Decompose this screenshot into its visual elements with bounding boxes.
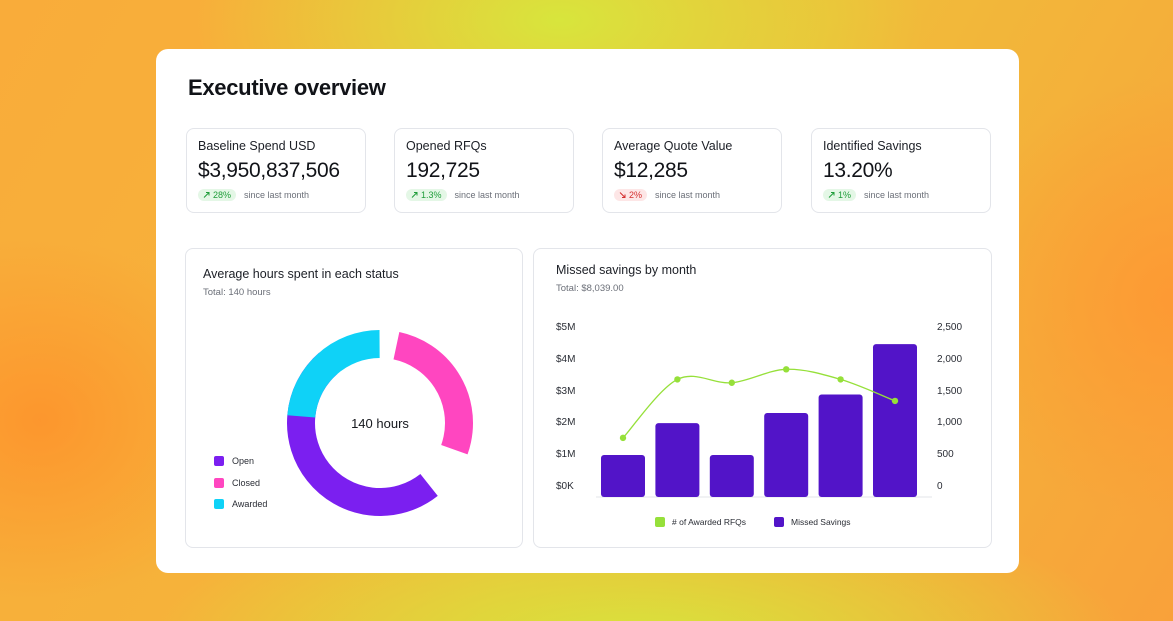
trend-badge: 2% bbox=[614, 189, 648, 201]
bar-missed-savings[interactable] bbox=[818, 394, 863, 497]
y-tick-right: 1,500 bbox=[937, 386, 963, 397]
y-tick-left: $2M bbox=[556, 417, 576, 428]
legend-label: Open bbox=[232, 456, 255, 466]
y-tick-right: 0 bbox=[937, 481, 943, 492]
y-tick-right: 500 bbox=[937, 449, 954, 460]
donut-chart: 140 hours bbox=[269, 312, 491, 534]
kpi-value: $12,285 bbox=[614, 159, 688, 182]
since-label: since last month bbox=[655, 190, 721, 200]
line-point-awarded-rfqs[interactable] bbox=[674, 376, 681, 383]
donut-chart-panel: Average hours spent in each status Total… bbox=[185, 248, 523, 548]
trend-badge: 1.3% bbox=[406, 189, 447, 201]
since-label: since last month bbox=[864, 190, 930, 200]
trend-badge: 28% bbox=[198, 189, 237, 201]
y-tick-right: 1,000 bbox=[937, 417, 963, 428]
legend-swatch bbox=[214, 478, 224, 488]
y-tick-right: 2,500 bbox=[937, 322, 963, 333]
donut-center-label: 140 hours bbox=[351, 416, 409, 431]
legend-item-awarded-rfqs[interactable]: # of Awarded RFQs bbox=[655, 517, 746, 527]
dashboard-card: Executive overview Baseline Spend USD $3… bbox=[156, 49, 1019, 573]
page-title: Executive overview bbox=[188, 75, 386, 100]
kpi-label: Average Quote Value bbox=[614, 139, 733, 153]
legend-item-open[interactable]: Open bbox=[214, 456, 254, 466]
kpi-label: Opened RFQs bbox=[406, 139, 487, 153]
kpi-value: 13.20% bbox=[823, 159, 893, 182]
y-tick-left: $5M bbox=[556, 322, 576, 333]
line-point-awarded-rfqs[interactable] bbox=[728, 379, 735, 386]
kpi-label: Baseline Spend USD bbox=[198, 139, 316, 153]
trend-up-icon bbox=[203, 192, 210, 198]
since-label: since last month bbox=[244, 190, 310, 200]
legend-swatch bbox=[214, 456, 224, 466]
bar-missed-savings[interactable] bbox=[601, 455, 645, 497]
trend-up-icon bbox=[828, 192, 835, 198]
panel-subtitle: Total: $8,039.00 bbox=[556, 283, 624, 294]
combo-chart bbox=[596, 344, 932, 498]
combo-chart-panel: Missed savings by month Total: $8,039.00… bbox=[533, 248, 992, 548]
trend-badge: 1% bbox=[823, 189, 857, 201]
y-tick-left: $3M bbox=[556, 386, 576, 397]
legend-item-awarded[interactable]: Awarded bbox=[214, 499, 267, 509]
donut-slice-closed[interactable] bbox=[286, 329, 473, 516]
legend-swatch bbox=[655, 517, 665, 527]
legend-label: # of Awarded RFQs bbox=[672, 517, 747, 527]
trend-value: 1% bbox=[838, 190, 852, 200]
trend-up-icon bbox=[411, 192, 418, 198]
bar-missed-savings[interactable] bbox=[873, 344, 917, 497]
legend-label: Missed Savings bbox=[791, 517, 851, 527]
y-tick-right: 2,000 bbox=[937, 354, 963, 365]
legend-swatch bbox=[214, 499, 224, 509]
legend-label: Awarded bbox=[232, 499, 268, 509]
bar-missed-savings[interactable] bbox=[709, 455, 754, 497]
bar-missed-savings[interactable] bbox=[655, 423, 700, 497]
line-point-awarded-rfqs[interactable] bbox=[619, 434, 627, 442]
panel-title: Missed savings by month bbox=[556, 263, 697, 277]
line-point-awarded-rfqs[interactable] bbox=[891, 397, 899, 405]
legend-item-missed-savings[interactable]: Missed Savings bbox=[774, 517, 851, 527]
y-tick-left: $0K bbox=[556, 481, 574, 492]
y-tick-left: $4M bbox=[556, 354, 576, 365]
trend-value: 2% bbox=[629, 190, 643, 200]
kpi-card-opened-rfqs[interactable]: Opened RFQs 192,725 1.3% since last mont… bbox=[394, 128, 574, 213]
kpi-value: $3,950,837,506 bbox=[198, 159, 340, 182]
trend-value: 1.3% bbox=[421, 190, 442, 200]
line-point-awarded-rfqs[interactable] bbox=[783, 366, 790, 373]
bar-missed-savings[interactable] bbox=[764, 413, 809, 497]
panel-subtitle: Total: 140 hours bbox=[203, 287, 271, 298]
line-point-awarded-rfqs[interactable] bbox=[837, 376, 844, 383]
y-tick-left: $1M bbox=[556, 449, 576, 460]
donut-slice-awarded[interactable] bbox=[287, 330, 473, 516]
kpi-card-baseline-spend[interactable]: Baseline Spend USD $3,950,837,506 28% si… bbox=[186, 128, 366, 213]
legend-label: Closed bbox=[232, 478, 261, 488]
kpi-card-average-quote-value[interactable]: Average Quote Value $12,285 2% since las… bbox=[602, 128, 782, 213]
legend-swatch bbox=[774, 517, 784, 527]
panel-title: Average hours spent in each status bbox=[203, 267, 399, 281]
since-label: since last month bbox=[454, 190, 520, 200]
donut-slice-open[interactable] bbox=[269, 312, 491, 534]
kpi-label: Identified Savings bbox=[823, 139, 922, 153]
trend-value: 28% bbox=[213, 190, 232, 200]
kpi-card-identified-savings[interactable]: Identified Savings 13.20% 1% since last … bbox=[811, 128, 991, 213]
kpi-value: 192,725 bbox=[406, 159, 480, 182]
trend-down-icon bbox=[619, 192, 626, 198]
legend-item-closed[interactable]: Closed bbox=[214, 478, 260, 488]
